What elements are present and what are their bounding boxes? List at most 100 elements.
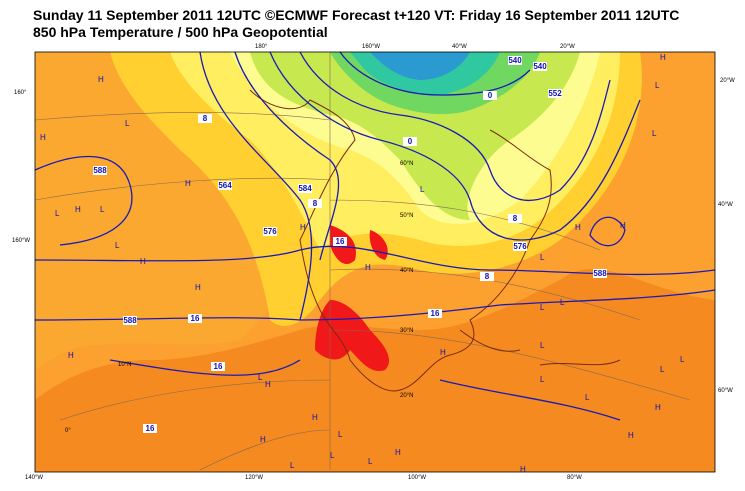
contour-label-box <box>508 214 522 223</box>
contour-label: 16 <box>431 309 440 318</box>
contour-label-box <box>188 314 202 323</box>
graticule-label: 120°W <box>245 475 263 481</box>
pressure-center-label: L <box>655 81 660 90</box>
pressure-center-label: L <box>115 241 120 250</box>
contour-label-box <box>508 56 522 65</box>
pressure-center-label: H <box>365 263 371 272</box>
pressure-center-label: H <box>628 431 634 440</box>
pressure-center-label: H <box>575 223 581 232</box>
contour-label-box <box>513 242 527 251</box>
pressure-center-label: L <box>258 373 263 382</box>
contour-label: 8 <box>485 272 490 281</box>
pressure-center-label: L <box>540 303 545 312</box>
pressure-center-label: H <box>68 351 74 360</box>
map-field <box>35 52 715 472</box>
contour-label: 16 <box>336 237 345 246</box>
contour-label-box <box>483 91 497 100</box>
graticule-label: 0° <box>65 428 71 434</box>
pressure-center-label: H <box>260 435 266 444</box>
graticule-label: 40°W <box>718 202 733 208</box>
contour-label: 588 <box>593 269 607 278</box>
contour-label-box <box>403 137 417 146</box>
graticule-label: 20°N <box>400 393 413 399</box>
contour-label: 576 <box>263 227 277 236</box>
contour-label-box <box>263 227 277 236</box>
contour-label: 576 <box>513 242 527 251</box>
pressure-center-label: L <box>100 205 105 214</box>
graticule-label: 180° <box>255 44 268 50</box>
pressure-center-label: H <box>195 283 201 292</box>
graticule-label: 60°N <box>400 161 413 167</box>
pressure-center-label: L <box>420 185 425 194</box>
graticule-label: 10°N <box>118 362 131 368</box>
pressure-center-label: L <box>680 355 685 364</box>
pressure-center-label: L <box>330 451 335 460</box>
pressure-center-label: H <box>265 380 271 389</box>
contour-label-box <box>298 184 312 193</box>
pressure-center-label: L <box>585 393 590 402</box>
contour-label-box <box>198 114 212 123</box>
pressure-center-label: H <box>98 75 104 84</box>
pressure-center-label: H <box>520 465 526 474</box>
contour-label: 540 <box>508 56 522 65</box>
graticule-label: 20°W <box>560 44 575 50</box>
contour-label-box <box>308 199 322 208</box>
map-frame <box>34 51 716 473</box>
contour-label: 564 <box>218 181 232 190</box>
graticule-label: 20°W <box>720 78 735 84</box>
subtitle: 850 hPa Temperature / 500 hPa Geopotenti… <box>33 24 328 40</box>
pressure-center-label: L <box>560 298 565 307</box>
contour-label-box <box>533 62 547 71</box>
contour-label-box <box>593 269 607 278</box>
pressure-center-label: L <box>652 129 657 138</box>
pressure-center-label: L <box>540 253 545 262</box>
pressure-center-label: L <box>540 341 545 350</box>
pressure-center-label: H <box>312 413 318 422</box>
pressure-center-label: H <box>40 133 46 142</box>
pressure-center-label: L <box>660 365 665 374</box>
contour-label: 16 <box>146 424 155 433</box>
graticule-label: 30°N <box>400 328 413 334</box>
graticule-label: 100°W <box>408 475 426 481</box>
pressure-center-label: H <box>140 257 146 266</box>
title: Sunday 11 September 2011 12UTC ©ECMWF Fo… <box>33 7 679 23</box>
contour-label: 540 <box>533 62 547 71</box>
pressure-center-label: H <box>660 53 666 62</box>
contour-label: 588 <box>123 316 137 325</box>
graticule-label: 40°N <box>400 268 413 274</box>
graticule-label: 160°W <box>362 44 380 50</box>
pressure-center-label: L <box>368 457 373 466</box>
graticule-label: 60°W <box>718 388 733 394</box>
graticule-label: 80°W <box>567 475 582 481</box>
pressure-center-label: H <box>395 448 401 457</box>
graticule-label: 160° <box>14 90 27 96</box>
pressure-center-label: H <box>75 205 81 214</box>
pressure-center-label: L <box>338 430 343 439</box>
contour-label: 0 <box>408 137 413 146</box>
pressure-center-label: H <box>440 348 446 357</box>
contour-label: 552 <box>548 89 562 98</box>
graticule-label: 50°N <box>400 213 413 219</box>
contour-label: 588 <box>93 166 107 175</box>
contour-label-box <box>218 181 232 190</box>
contour-label-box <box>333 237 347 246</box>
graticule-label: 160°W <box>12 238 30 244</box>
pressure-center-label: H <box>300 223 306 232</box>
pressure-center-label: H <box>655 403 661 412</box>
pressure-center-label: H <box>620 221 626 230</box>
contour-label-box <box>123 316 137 325</box>
pressure-center-label: L <box>540 375 545 384</box>
contour-label-box <box>143 424 157 433</box>
contour-label-box <box>480 272 494 281</box>
contour-label-box <box>548 89 562 98</box>
pressure-center-label: L <box>55 209 60 218</box>
contour-label-box <box>93 166 107 175</box>
graticule-label: 40°W <box>452 44 467 50</box>
pressure-center-label: L <box>290 461 295 470</box>
contour-label: 8 <box>203 114 208 123</box>
pressure-center-label: H <box>185 179 191 188</box>
contour-label: 16 <box>191 314 200 323</box>
contour-label-box <box>211 362 225 371</box>
graticule-label: 140°W <box>25 475 43 481</box>
